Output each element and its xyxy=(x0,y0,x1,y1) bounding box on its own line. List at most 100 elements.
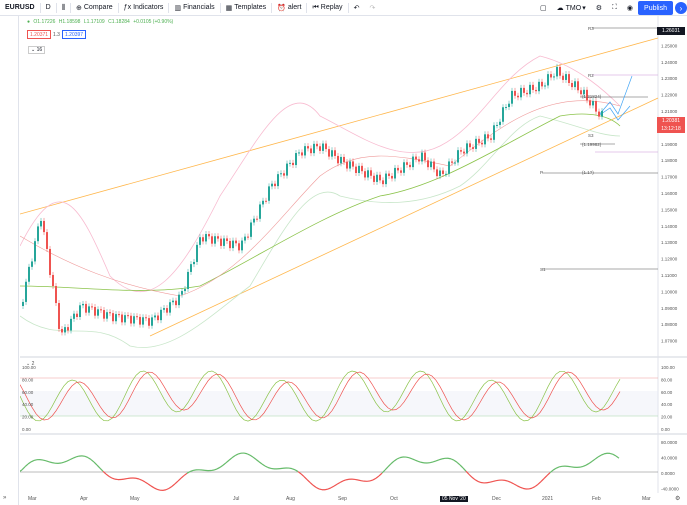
candle-body xyxy=(88,306,90,313)
crosshair-date-badge: 05 Nov '20 xyxy=(440,496,468,502)
momentum-segment xyxy=(135,477,140,480)
redo-icon: ↷ xyxy=(369,4,376,12)
candle-body xyxy=(571,82,573,88)
candle-body xyxy=(205,234,207,242)
price-axis-label: 1.13000 xyxy=(661,240,678,245)
momentum-segment xyxy=(315,486,320,490)
momentum-segment xyxy=(552,467,557,471)
stochastic-d-line xyxy=(20,371,621,421)
candle-body xyxy=(382,180,384,185)
buy-price-box[interactable]: 1.20397 xyxy=(62,30,87,39)
candle-body xyxy=(136,316,138,318)
candle-body xyxy=(337,155,339,164)
spread-label: 1.3 xyxy=(53,32,60,38)
momentum-segment xyxy=(165,487,170,491)
price-axis[interactable]: 1.260001.250001.240001.230001.220001.210… xyxy=(661,27,678,344)
candle-body xyxy=(94,306,96,316)
candle-body xyxy=(106,312,108,319)
price-axis-label: 1.19000 xyxy=(661,142,678,147)
momentum-axis-label: 0.0000 xyxy=(661,471,675,476)
momentum-segment xyxy=(420,461,425,464)
axis-settings-button[interactable]: ⚙ xyxy=(675,495,680,502)
chart-type-button[interactable]: ⫴ xyxy=(57,0,70,16)
templates-button[interactable]: ▦ Templates xyxy=(221,0,272,16)
time-label: Apr xyxy=(80,496,88,502)
price-axis-label: 1.25000 xyxy=(661,43,678,48)
time-axis[interactable]: Mar Apr May Jul Aug Sep Oct 05 Nov '20 D… xyxy=(20,493,660,505)
replay-button[interactable]: ⏮ Replay xyxy=(307,0,347,16)
candle-body xyxy=(196,244,198,262)
candle-body xyxy=(241,240,243,251)
indicator-collapse-toggle[interactable]: ⌄ 16 xyxy=(28,46,46,54)
candle-body xyxy=(193,261,195,265)
moving-average-line xyxy=(20,113,621,291)
candle-body xyxy=(127,315,129,317)
high-value: H1.18598 xyxy=(58,19,81,25)
momentum-segment xyxy=(519,486,524,489)
sell-price-box[interactable]: 1.20371 xyxy=(27,30,52,39)
indicators-button[interactable]: ƒx Indicators xyxy=(119,0,169,16)
camera-icon: ◉ xyxy=(626,5,634,12)
publish-button[interactable]: Publish xyxy=(638,1,673,15)
price-axis-label: 1.21000 xyxy=(661,109,678,114)
go-to-date-button[interactable]: » xyxy=(3,495,6,501)
expand-button[interactable]: › xyxy=(675,2,687,14)
candle-body xyxy=(598,111,600,117)
candle-body xyxy=(409,164,411,168)
stochastic-oscillator xyxy=(20,370,658,422)
candle-body xyxy=(484,134,486,145)
compare-button[interactable]: ⊕ Compare xyxy=(71,0,118,16)
momentum-segment xyxy=(291,468,296,471)
open-value: O1.17226 xyxy=(33,19,56,25)
candle-body xyxy=(244,236,246,241)
oscillator-collapse-toggle[interactable]: ⌄ 2 xyxy=(26,361,34,367)
momentum-segment xyxy=(492,480,497,483)
candle-body xyxy=(469,143,471,148)
momentum-segment xyxy=(222,462,227,466)
candle-body xyxy=(364,171,366,178)
interval-button[interactable]: D xyxy=(41,0,56,16)
candle-body xyxy=(586,89,588,101)
momentum-segment xyxy=(51,462,56,464)
candle-body xyxy=(97,309,99,316)
undo-button[interactable]: ↶ xyxy=(349,0,365,16)
price-axis-label: 1.14000 xyxy=(661,224,678,229)
candle-body xyxy=(310,148,312,154)
candle-body xyxy=(292,162,294,166)
snapshot-button[interactable]: ◉ xyxy=(622,0,638,16)
momentum-segment xyxy=(588,460,593,464)
candle-body xyxy=(316,143,318,147)
candlestick-series xyxy=(22,63,603,336)
candle-body xyxy=(523,87,525,93)
select-tool-button[interactable]: ▢ xyxy=(535,0,552,16)
candle-body xyxy=(115,314,117,322)
candle-body xyxy=(211,236,213,244)
candle-body xyxy=(415,156,417,160)
fullscreen-button[interactable]: ⛶ xyxy=(607,0,622,16)
momentum-segment xyxy=(297,471,302,475)
alert-button[interactable]: ⏰ alert xyxy=(272,0,306,16)
candle-body xyxy=(301,152,303,156)
candle-body xyxy=(376,174,378,182)
candle-body xyxy=(379,174,381,181)
symbol-search[interactable]: EURUSD xyxy=(0,0,40,16)
divider xyxy=(347,2,349,13)
redo-button[interactable]: ↷ xyxy=(364,0,380,16)
candle-body xyxy=(283,173,285,176)
momentum-segment xyxy=(183,472,188,477)
gear-icon: ⚙ xyxy=(675,496,681,502)
financials-button[interactable]: ▥ Financials xyxy=(169,0,219,16)
settings-button[interactable]: ⚙ xyxy=(591,0,607,16)
momentum-segment xyxy=(597,454,602,458)
price-axis-label: 1.24000 xyxy=(661,60,678,65)
candle-body xyxy=(418,159,420,162)
momentum-segment xyxy=(258,461,263,465)
candle-body xyxy=(403,162,405,173)
layout-button[interactable]: ☁ TMO ▾ xyxy=(552,0,591,16)
momentum-segment xyxy=(531,486,536,489)
momentum-segment xyxy=(294,469,299,473)
templates-label: Templates xyxy=(234,4,267,11)
momentum-segment xyxy=(306,479,311,483)
main-chart-canvas[interactable]: 1.260001.250001.240001.230001.220001.210… xyxy=(20,16,687,493)
candle-body xyxy=(304,146,306,156)
